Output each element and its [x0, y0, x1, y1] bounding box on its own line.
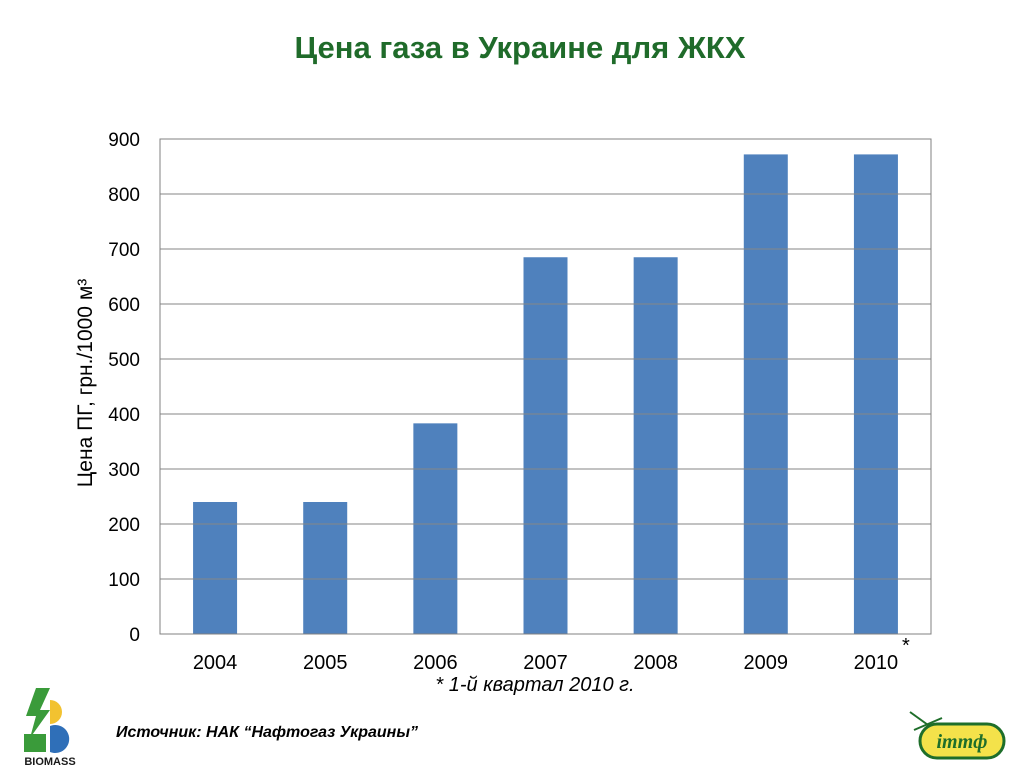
bar: [413, 423, 458, 634]
x-tick-label: 2008: [633, 652, 678, 674]
x-tick-label: 2004: [193, 652, 238, 674]
y-tick-label: 200: [108, 515, 140, 536]
biomass-logo-text: BIOMASS: [24, 756, 75, 768]
y-tick-label: 900: [108, 130, 140, 151]
ittf-logo: ітmф: [906, 708, 1016, 771]
source-note: Источник: НАК “Нафтогаз Украины”: [116, 724, 418, 741]
footnote-asterisk: *: [902, 635, 910, 657]
y-tick-label: 400: [108, 405, 140, 426]
y-tick-label: 500: [108, 350, 140, 371]
ittf-logo-text: ітmф: [937, 731, 988, 753]
y-tick-label: 100: [108, 570, 140, 591]
x-tick-label: 2009: [744, 652, 789, 674]
bar-chart: 2010 2009 2008 2007 2006 2005 2004 900 800 700 600…: [74, 130, 932, 674]
bar: [303, 502, 348, 634]
plot-area: [159, 138, 932, 635]
y-tick-label: 600: [108, 295, 140, 316]
y-tick-label: 800: [108, 185, 140, 206]
bar: [853, 154, 898, 634]
bar: [743, 154, 788, 634]
y-tick-label: 300: [108, 460, 140, 481]
x-tick-label: 2006: [413, 652, 458, 674]
x-tick-label: 2005: [303, 652, 348, 674]
x-tick-label: 2010: [854, 652, 899, 674]
bar: [633, 257, 678, 634]
page-title: Цена газа в Украине для ЖКХ: [294, 30, 746, 65]
bar: [193, 502, 238, 634]
y-tick-label: 700: [108, 240, 140, 261]
bar: [523, 257, 568, 634]
x-tick-label: 2007: [523, 652, 568, 674]
y-axis-label: Цена ПГ, грн./1000 м³: [74, 279, 97, 487]
footnote: * 1-й квартал 2010 г.: [435, 674, 635, 696]
biomass-logo: BIOMASS: [16, 686, 86, 773]
y-tick-label: 0: [129, 625, 140, 646]
